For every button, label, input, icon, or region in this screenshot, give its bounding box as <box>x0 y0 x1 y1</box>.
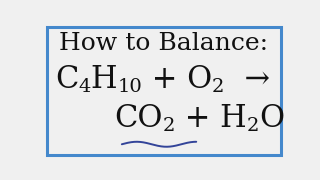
Text: H: H <box>91 64 117 95</box>
Text: C: C <box>55 64 78 95</box>
Text: + O: + O <box>142 64 212 95</box>
Text: + H: + H <box>175 103 247 134</box>
FancyBboxPatch shape <box>47 27 281 155</box>
Text: O: O <box>259 103 284 134</box>
Text: 2: 2 <box>163 117 175 135</box>
Text: 4: 4 <box>78 78 91 96</box>
Text: 2: 2 <box>247 117 259 135</box>
Text: How to Balance:: How to Balance: <box>60 32 268 55</box>
Text: CO: CO <box>115 103 163 134</box>
Text: 2: 2 <box>212 78 225 96</box>
Text: →: → <box>225 64 269 95</box>
Text: 10: 10 <box>117 78 142 96</box>
